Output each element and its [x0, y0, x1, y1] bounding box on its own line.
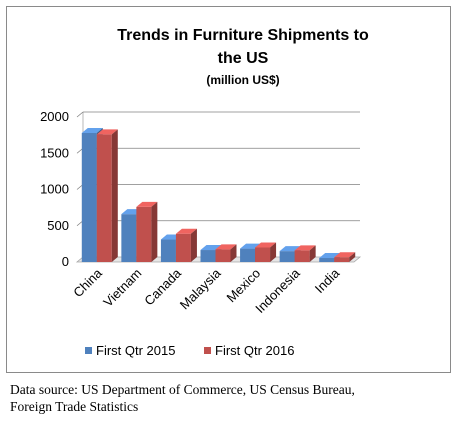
x-tick-label-indonesia: Indonesia: [252, 265, 303, 316]
bar-vietnam-2016: [136, 201, 158, 262]
x-tick-label-china: China: [70, 265, 105, 300]
bar-front: [175, 233, 191, 262]
y-tick-label: 1500: [40, 145, 69, 160]
x-tick-label-india: India: [312, 265, 343, 296]
bar-front: [136, 206, 152, 262]
bar-side: [111, 129, 118, 262]
bar-front: [279, 251, 295, 262]
bar-front: [334, 257, 350, 262]
y-tick-label: 2000: [40, 109, 69, 124]
y-axis-tick-labels: 0 500 1000 1500 2000: [40, 109, 69, 269]
legend: First Qtr 2015 First Qtr 2016: [85, 343, 294, 358]
y-tick-label: 500: [47, 218, 69, 233]
bar-mexico-2016: [255, 242, 277, 262]
bar-top: [294, 245, 316, 251]
source-note-line-2: Foreign Trade Statistics: [10, 399, 139, 414]
source-note: Data source: US Department of Commerce, …: [10, 381, 455, 415]
gridline-diag-2000: [76, 111, 84, 118]
bar-front: [121, 214, 137, 262]
bar-top: [215, 244, 237, 250]
bar-side: [270, 242, 277, 262]
bar-malaysia-2016: [215, 244, 237, 262]
bar-canada-2016: [175, 228, 197, 262]
x-tick-label-malaysia: Malaysia: [177, 265, 224, 312]
y-tick-label: 0: [62, 254, 69, 269]
bar-top: [175, 228, 197, 234]
bar-front: [215, 249, 231, 262]
legend-label-2016: First Qtr 2016: [215, 343, 294, 358]
bar-front: [319, 258, 335, 262]
bar-india-2016: [334, 252, 356, 262]
source-note-line-1: Data source: US Department of Commerce, …: [10, 382, 355, 397]
bar-layer: [81, 127, 356, 262]
bar-top: [334, 252, 356, 258]
bar-side: [190, 228, 197, 262]
y-tick-label: 1000: [40, 182, 69, 197]
bar-top: [96, 129, 118, 135]
chart-subtitle: (million US$): [206, 73, 279, 87]
bar-side: [230, 244, 237, 262]
chart-frame: Trends in Furniture Shipments to the US …: [6, 6, 451, 373]
legend-swatch-2015: [85, 347, 92, 354]
bar-side: [309, 245, 316, 262]
bar-front: [255, 247, 271, 262]
bar-side: [349, 252, 356, 262]
bar-china-2016: [96, 129, 118, 262]
bar-front: [81, 132, 97, 262]
grid-layer: [75, 111, 362, 263]
bar-top: [136, 201, 158, 207]
chart-title-line-2: the US: [218, 50, 269, 67]
bar-front: [200, 250, 216, 262]
legend-label-2015: First Qtr 2015: [96, 343, 175, 358]
bar-front: [96, 134, 112, 262]
bar-front: [294, 250, 310, 262]
chart-title-line-1: Trends in Furniture Shipments to: [117, 27, 369, 44]
bar-front: [160, 239, 176, 262]
bar-side: [151, 201, 158, 262]
chart-svg: Trends in Furniture Shipments to the US …: [40, 27, 369, 358]
bar-front: [240, 248, 256, 262]
legend-swatch-2016: [204, 347, 211, 354]
bar-top: [81, 127, 103, 133]
x-tick-label-vietnam: Vietnam: [100, 266, 144, 310]
bar-indonesia-2016: [294, 245, 316, 262]
bar-top: [255, 242, 277, 248]
